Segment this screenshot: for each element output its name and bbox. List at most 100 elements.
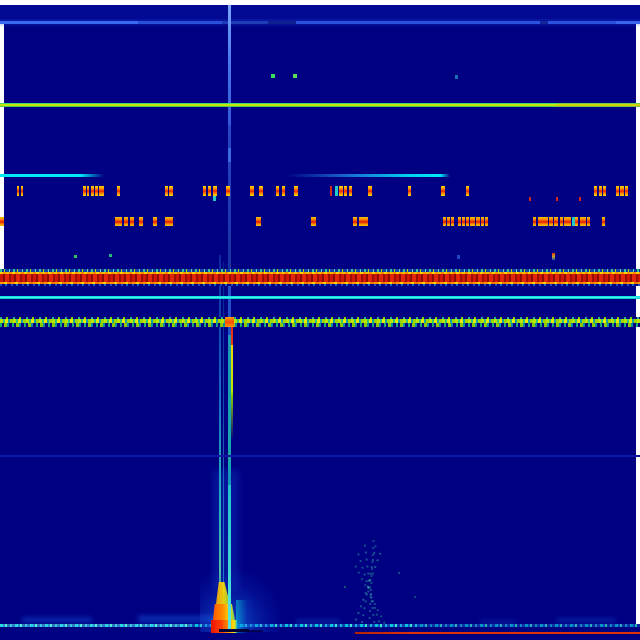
speckle-band-core (0, 319, 640, 323)
burst-row-a-mark (250, 186, 254, 196)
hline-blue-seg4 (296, 21, 540, 24)
burst-row-ticks-mark (556, 197, 558, 201)
vline-hot-green-seg (231, 393, 233, 441)
vline-left-pair-a (219, 255, 221, 585)
burst-row-a-mark (165, 186, 168, 196)
burst-row-b-mark (165, 217, 173, 226)
burst-row-b-mark (466, 217, 469, 226)
burst-row-a-mark (21, 186, 23, 196)
bottom-speckle-dim-right (420, 624, 640, 627)
burst-row-a-mark (330, 186, 332, 196)
noise-fuzz-2 (138, 615, 216, 623)
burst-row-a-mark (368, 186, 372, 196)
vline-main-blip (228, 148, 231, 162)
vline-hot-red-seg (231, 327, 233, 345)
red-band-core (0, 274, 640, 282)
red-band-speckle-bottom (0, 284, 640, 286)
burst-row-b-mark (443, 217, 446, 226)
noise-fuzz-4 (480, 620, 516, 624)
dot-255-a (74, 255, 77, 258)
burst-row-b-mark (564, 217, 568, 226)
burst-row-a-mark (213, 186, 217, 196)
burst-row-b-mark (554, 217, 558, 226)
vline-main-bottom (228, 485, 231, 632)
speckle-band-top (0, 317, 640, 319)
dot-top-3 (455, 75, 458, 79)
burst-row-b-mark (572, 217, 575, 226)
burst-row-a-mark (620, 186, 624, 196)
dot-255-c (457, 255, 460, 259)
burst-row-a-mark (95, 186, 98, 196)
burst-row-b-mark (485, 217, 488, 226)
burst-row-b-mark (462, 217, 465, 226)
burst-row-a-mark (349, 186, 352, 196)
burst-row-a-mark (294, 186, 298, 196)
burst-row-b-mark (359, 217, 368, 226)
burst-row-ticks-mark (579, 197, 581, 201)
burst-row-a-mark (117, 186, 120, 196)
hline-blue-seg3 (222, 21, 268, 24)
burst-row-a-mark (616, 186, 619, 196)
burst-row-b-mark (538, 217, 548, 226)
cyan-line (0, 296, 640, 299)
border-left (0, 0, 4, 271)
vline-main-top (228, 5, 231, 125)
cyan-streak-right-end (440, 174, 450, 177)
burst-row-b-mark (353, 217, 357, 226)
burst-row-b-mark (451, 217, 454, 226)
burst-row-a-mark (169, 186, 173, 196)
speckle-band-lower (0, 323, 640, 327)
burst-row-b-mark (130, 217, 134, 226)
plume-shadow-dash-2 (249, 630, 263, 632)
vline-main-lower (228, 335, 231, 485)
plume-cyan-fade (236, 600, 254, 633)
green-line (0, 103, 640, 107)
burst-row-a-mark (102, 186, 104, 196)
dot-255-d (552, 253, 555, 260)
burst-row-b-mark (153, 217, 157, 226)
burst-row-b-mark (481, 217, 484, 226)
burst-row-b-mark (470, 217, 475, 226)
burst-row-b-mark (580, 217, 586, 226)
burst-row-a-mark (226, 186, 230, 196)
dot-mid-cyan (213, 196, 216, 201)
noise-fuzz-3 (296, 619, 340, 624)
burst-row-b-mark (256, 217, 261, 226)
burst-row-b-mark (311, 217, 316, 226)
vline-left-pair-b (223, 262, 224, 592)
burst-row-b-mark (447, 217, 450, 226)
burst-row-a-mark (87, 186, 89, 196)
fan-speck-3 (398, 572, 400, 574)
hline-blue-gap (268, 21, 296, 24)
burst-row-a-mark (282, 186, 285, 196)
burst-row-a-mark (344, 186, 347, 196)
faint-hline (0, 455, 640, 457)
burst-row-a-mark (335, 186, 338, 196)
burst-row-b-mark (124, 217, 128, 226)
dot-255-b (109, 254, 112, 257)
noise-fuzz-1 (22, 617, 92, 623)
dot-top-1 (271, 74, 275, 78)
burst-row-a-mark (599, 186, 602, 196)
vline-main-mid (228, 275, 231, 335)
burst-row-b-mark (602, 217, 605, 226)
plume-middle (213, 604, 235, 620)
burst-row-a-mark (594, 186, 597, 196)
burst-row-a-mark (259, 186, 263, 196)
bottom-speckle-line (0, 624, 640, 627)
burst-row-a-mark (408, 186, 411, 196)
cyan-streak-right (286, 174, 440, 177)
vline-hot-yellow-seg (231, 345, 233, 393)
vline-glow-lower (213, 470, 239, 590)
burst-row-a-mark (91, 186, 94, 196)
burst-row-ticks-mark (529, 197, 531, 201)
plume-shadow-dash (219, 629, 249, 632)
hline-blue-gap2 (540, 21, 548, 24)
border-top (0, 0, 640, 5)
burst-row-a-mark (466, 186, 469, 196)
burst-row-a-mark (17, 186, 19, 196)
hline-blue-seg2 (138, 21, 222, 24)
hline-blue-seg1 (0, 21, 138, 24)
noise-fuzz-5 (556, 618, 616, 623)
